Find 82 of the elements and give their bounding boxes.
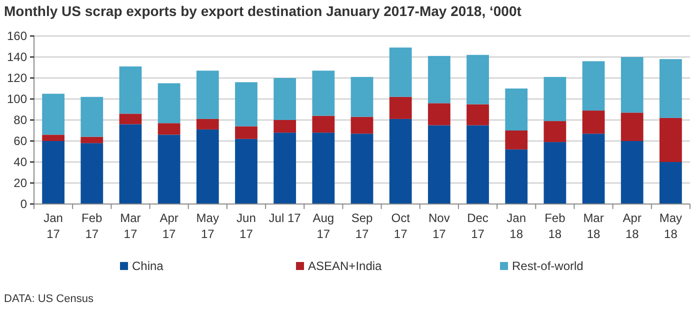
bar (80, 143, 104, 204)
bar (235, 126, 258, 139)
bar (119, 114, 142, 124)
x-tick-label: Aug 17 (312, 211, 334, 241)
bar (505, 130, 528, 150)
y-tick-label: 80 (14, 112, 28, 127)
bar (428, 125, 450, 204)
y-tick-label: 40 (14, 154, 28, 169)
bar (428, 56, 450, 104)
bar (428, 103, 450, 126)
y-tick-label: 60 (14, 134, 28, 148)
y-tick-label: 140 (6, 50, 28, 64)
x-tick-label: Apr 18 (622, 211, 642, 241)
bar (660, 59, 682, 118)
bar (196, 70, 219, 119)
bar (505, 88, 528, 130)
x-tick-label: May 18 (659, 211, 682, 241)
bar (350, 76, 374, 117)
x-tick-label: Sep 17 (351, 211, 373, 241)
bar (544, 121, 566, 142)
y-tick-label: 160 (6, 28, 28, 43)
x-tick-label: Oct 17 (391, 211, 411, 241)
bar (80, 136, 104, 144)
x-tick-label: Nov 17 (428, 211, 450, 241)
bar (42, 141, 64, 204)
bar (389, 96, 412, 119)
bar (620, 141, 644, 204)
bar (505, 149, 528, 204)
bar (582, 61, 605, 111)
x-tick-label: Jan 17 (44, 211, 63, 241)
x-tick-label: Feb 17 (82, 211, 103, 241)
bar (158, 123, 180, 135)
y-tick-label: 20 (14, 176, 28, 190)
bar (350, 116, 374, 134)
x-tick-label: Mar 17 (120, 211, 141, 241)
x-tick-label: May 17 (196, 211, 219, 241)
bar (274, 132, 296, 204)
chart-title: Monthly US scrap exports by export destination January 2017-May 2018, ‘000t (4, 3, 522, 19)
bar (80, 96, 104, 137)
bar (274, 78, 296, 120)
bar (119, 124, 142, 204)
bar (389, 48, 412, 97)
bar (466, 54, 489, 104)
bar (196, 118, 219, 130)
text: DATA: US Census (4, 293, 94, 305)
bar (544, 76, 566, 122)
bar (42, 134, 64, 141)
bar (466, 104, 489, 126)
x-tick-label: Jul 17 (268, 211, 302, 225)
legend-label: China (132, 259, 164, 273)
y-tick-label: 100 (6, 92, 28, 106)
bar (660, 162, 682, 204)
x-tick-label: Mar 18 (583, 211, 604, 241)
bar (620, 112, 644, 141)
bar (350, 134, 374, 204)
bar (196, 129, 219, 204)
bar (119, 66, 142, 114)
bar (235, 138, 258, 204)
bar (312, 70, 335, 116)
bar (389, 118, 412, 204)
y-tick-label: 0 (20, 196, 28, 211)
bar (235, 82, 258, 126)
bar (582, 110, 605, 134)
bar (158, 83, 180, 124)
bar (274, 120, 296, 133)
bar (158, 134, 180, 204)
x-tick-label: Dec 17 (467, 211, 488, 241)
x-tick-label: Feb 18 (544, 211, 566, 241)
bar (42, 94, 64, 135)
legend-label: Rest-of-world (512, 259, 584, 273)
legend-label: ASEAN+India (308, 259, 382, 273)
x-tick-label: Jan 18 (506, 211, 526, 241)
bar (620, 57, 644, 113)
bar (312, 132, 335, 204)
bar (544, 142, 566, 204)
bar (582, 134, 605, 204)
y-tick-label: 120 (6, 70, 28, 85)
x-tick-label: Apr 17 (160, 211, 178, 241)
x-tick-label: Jun 17 (236, 211, 256, 241)
bar (312, 116, 335, 133)
bar (660, 118, 682, 162)
bar (466, 125, 489, 204)
